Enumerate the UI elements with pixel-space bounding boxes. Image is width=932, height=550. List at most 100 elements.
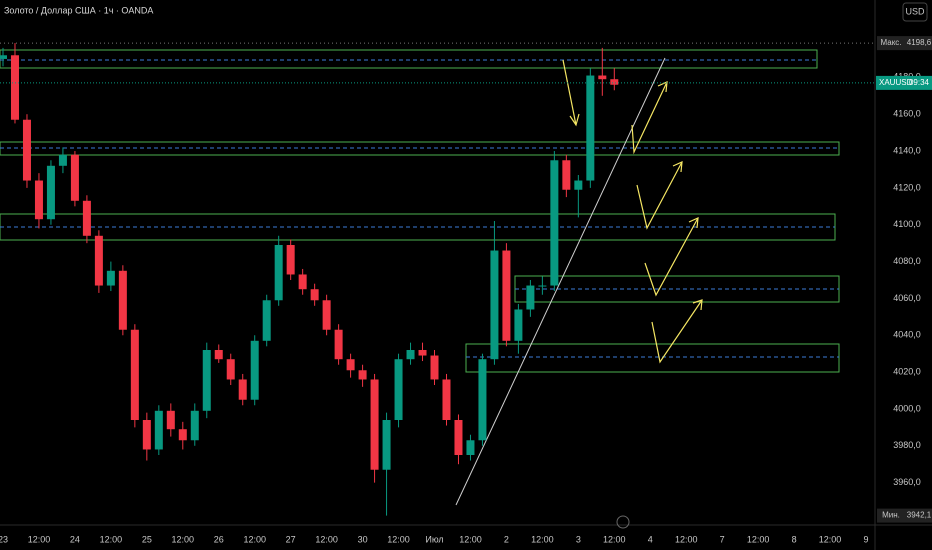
- candle-body: [346, 359, 355, 371]
- candle-body: [130, 329, 139, 420]
- candle-body: [34, 180, 43, 220]
- candle-body: [226, 359, 235, 380]
- x-tick-label: 12:00: [675, 534, 698, 544]
- max-tag-bg: [877, 36, 906, 51]
- candle-body: [418, 350, 427, 356]
- zone-midlines: [0, 59, 839, 358]
- candle-body: [262, 300, 271, 341]
- candle-body: [310, 289, 319, 301]
- x-tick-label: 12:00: [172, 534, 195, 544]
- y-tick-label: 3960,0: [893, 477, 921, 487]
- candle-body: [46, 165, 55, 220]
- price-symbol: XAUUSD: [879, 78, 913, 87]
- arrow-head: [692, 299, 703, 311]
- zone: [465, 343, 840, 373]
- x-tick-label: 4: [648, 534, 653, 544]
- candle-body: [0, 55, 7, 59]
- x-tick-label: 9: [864, 534, 869, 544]
- candle-body: [430, 355, 439, 380]
- candles: [0, 43, 619, 516]
- candle-body: [202, 350, 211, 411]
- max-value-bg: [906, 36, 932, 51]
- candle-body: [610, 79, 619, 85]
- min-value: 3942,1: [907, 511, 932, 520]
- currency-button[interactable]: [902, 2, 928, 22]
- arrow-head: [688, 217, 699, 229]
- x-tick-label: 12:00: [387, 534, 410, 544]
- candle-body: [502, 250, 511, 341]
- arrow: [631, 81, 668, 155]
- candle-body: [190, 410, 199, 441]
- x-tick-label: Июл: [425, 534, 443, 544]
- x-tick-label: 12:00: [459, 534, 482, 544]
- arrow: [644, 217, 699, 297]
- candle-body: [334, 329, 343, 360]
- y-tick-label: 4000,0: [893, 403, 921, 413]
- candle-body: [274, 245, 283, 301]
- x-tick-label: 23: [0, 534, 8, 544]
- x-tick-label: 8: [792, 534, 797, 544]
- candle-body: [562, 160, 571, 190]
- price-countdown: 09:34: [909, 78, 930, 87]
- max-tag: Макс.: [880, 38, 901, 47]
- currency-label[interactable]: USD: [905, 6, 925, 16]
- candle-body: [178, 429, 187, 441]
- y-tick-label: 4020,0: [893, 366, 921, 376]
- x-tick-label: 2: [504, 534, 509, 544]
- min-value-bg: [906, 508, 932, 523]
- y-tick-label: 4140,0: [893, 145, 921, 155]
- candle-body: [154, 410, 163, 450]
- candle-body: [142, 420, 151, 450]
- arrow-head: [657, 81, 668, 93]
- y-tick-label: 4060,0: [893, 293, 921, 303]
- candle-body: [586, 75, 595, 181]
- candle-body: [406, 350, 415, 360]
- candle-body: [58, 154, 67, 166]
- min-tag: Мин.: [882, 511, 900, 520]
- y-tick-label: 4160,0: [893, 109, 921, 119]
- candle-body: [166, 410, 175, 430]
- candle-body: [394, 359, 403, 420]
- candle-body: [382, 420, 391, 470]
- candle-body: [286, 245, 295, 275]
- candle-body: [550, 160, 559, 286]
- candle-body: [490, 250, 499, 360]
- candle-body: [106, 270, 115, 286]
- candle-body: [118, 270, 127, 330]
- zone: [0, 141, 840, 156]
- candle-body: [526, 285, 535, 310]
- arrows: [562, 59, 703, 364]
- x-tick-label: 7: [720, 534, 725, 544]
- candle-body: [442, 379, 451, 420]
- x-tick-label: 30: [358, 534, 368, 544]
- price-tag-bg: [876, 75, 932, 90]
- x-tick-label: 12:00: [603, 534, 626, 544]
- arrow-head: [569, 113, 580, 127]
- x-tick-label: 12:00: [315, 534, 338, 544]
- candle-body: [322, 300, 331, 330]
- candle-body: [598, 75, 607, 80]
- x-tick-label: 12:00: [531, 534, 554, 544]
- candle-body: [514, 309, 523, 341]
- trendline: [455, 57, 666, 506]
- x-tick-label: 12:00: [28, 534, 51, 544]
- candle-body: [82, 200, 91, 236]
- candle-body: [70, 154, 79, 201]
- arrow: [562, 59, 577, 126]
- scroll-icon[interactable]: [616, 515, 630, 529]
- candle-body: [238, 379, 247, 400]
- x-tick-label: 26: [214, 534, 224, 544]
- x-tick-label: 12:00: [243, 534, 266, 544]
- y-tick-label: 4080,0: [893, 256, 921, 266]
- arrow: [636, 161, 683, 230]
- arrow: [651, 299, 703, 364]
- x-tick-label: 3: [576, 534, 581, 544]
- candle-body: [454, 420, 463, 455]
- candle-body: [214, 350, 223, 360]
- candle-body: [574, 180, 583, 190]
- x-tick-label: 27: [286, 534, 296, 544]
- y-tick-label: 4040,0: [893, 330, 921, 340]
- x-tick-label: 12:00: [747, 534, 770, 544]
